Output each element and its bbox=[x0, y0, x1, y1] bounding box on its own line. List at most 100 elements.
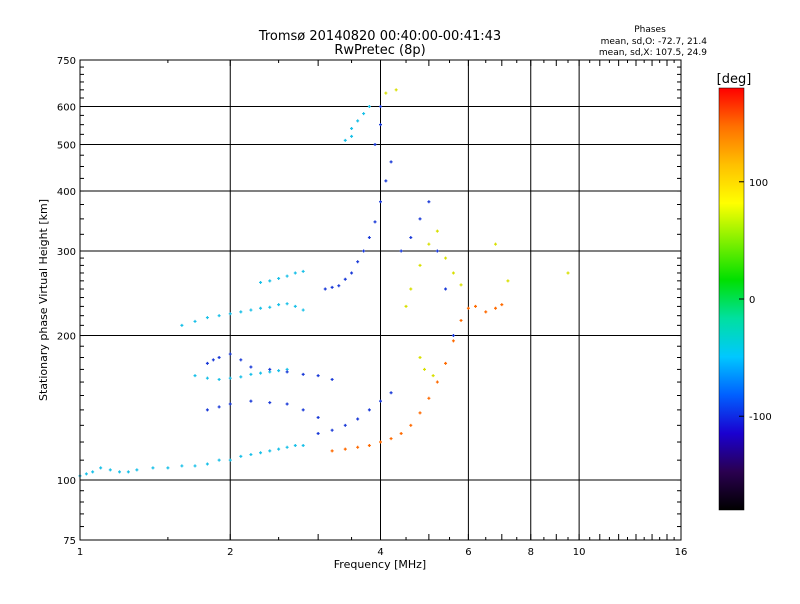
scatter-point bbox=[399, 249, 403, 253]
grid bbox=[80, 60, 681, 540]
scatter-point bbox=[228, 352, 232, 356]
scatter-point bbox=[459, 283, 463, 287]
scatter-point bbox=[566, 271, 570, 275]
scatter-point bbox=[301, 372, 305, 376]
scatter-point bbox=[384, 91, 388, 95]
scatter-point bbox=[301, 308, 305, 312]
scatter-point bbox=[228, 458, 232, 462]
scatter-point bbox=[239, 375, 243, 379]
scatter-point bbox=[268, 401, 272, 405]
scatter-point bbox=[249, 365, 253, 369]
scatter-point bbox=[166, 466, 170, 470]
scatter-point bbox=[418, 411, 422, 415]
scatter-point bbox=[404, 304, 408, 308]
x-tick-label: 8 bbox=[528, 547, 534, 558]
scatter-point bbox=[180, 323, 184, 327]
plot-frame bbox=[79, 59, 682, 541]
scatter-point bbox=[293, 271, 297, 275]
scatter-point bbox=[205, 462, 209, 466]
scatter-point bbox=[451, 271, 455, 275]
scatter-point bbox=[316, 432, 320, 436]
scatter-point bbox=[277, 369, 281, 373]
scatter-point bbox=[444, 256, 448, 260]
scatter-point bbox=[330, 285, 334, 289]
scatter-point bbox=[259, 451, 263, 455]
scatter-point bbox=[435, 229, 439, 233]
scatter-point bbox=[367, 105, 371, 109]
axes: 1 2 4 6 8 10 16 75 100 200 300 400 500 600 750 bbox=[57, 56, 687, 558]
scatter-point bbox=[268, 367, 272, 371]
legend-title: Phases bbox=[634, 25, 666, 35]
scatter-point bbox=[389, 391, 393, 395]
scatter-point bbox=[373, 143, 377, 147]
scatter-point bbox=[435, 380, 439, 384]
scatter-point bbox=[301, 269, 305, 273]
scatter-point bbox=[259, 280, 263, 284]
scatter-point bbox=[379, 200, 382, 204]
scatter-point bbox=[473, 304, 477, 308]
scatter-point bbox=[362, 249, 366, 253]
scatter-point bbox=[379, 105, 382, 109]
scatter-point bbox=[268, 305, 272, 309]
scatter-point bbox=[285, 302, 289, 306]
y-tick-label: 200 bbox=[57, 332, 76, 343]
scatter-point bbox=[418, 263, 422, 267]
scatter-point bbox=[239, 358, 243, 362]
scatter-point bbox=[394, 88, 398, 92]
scatter-point bbox=[379, 440, 382, 444]
y-tick-label: 100 bbox=[57, 476, 76, 487]
scatter-point bbox=[484, 310, 488, 314]
scatter-point bbox=[337, 284, 341, 288]
scatter-point bbox=[399, 432, 403, 436]
scatter-point bbox=[249, 308, 253, 312]
scatter-point bbox=[362, 112, 366, 116]
scatter-point bbox=[427, 200, 431, 204]
scatter-point bbox=[373, 220, 377, 224]
scatter-point bbox=[494, 306, 498, 310]
scatter-point bbox=[367, 444, 371, 448]
scatter-point bbox=[350, 126, 354, 130]
y-tick-label: 400 bbox=[57, 187, 76, 198]
scatter-point bbox=[259, 306, 263, 310]
scatter-point bbox=[249, 399, 253, 403]
scatter-point bbox=[217, 405, 221, 409]
scatter-point bbox=[228, 402, 232, 406]
y-axis-label: Stationary phase Virtual Height [km] bbox=[37, 199, 50, 401]
scatter-point bbox=[427, 242, 431, 246]
scatter-point bbox=[506, 279, 510, 283]
scatter-point bbox=[343, 447, 347, 451]
scatter-point bbox=[126, 470, 130, 474]
scatter-point bbox=[389, 437, 393, 441]
y-tick-label: 75 bbox=[63, 536, 76, 547]
scatter-point bbox=[389, 160, 393, 164]
scatter-point bbox=[435, 249, 439, 253]
scatter-point bbox=[323, 287, 327, 291]
scatter-point bbox=[217, 458, 221, 462]
scatter-point bbox=[494, 242, 498, 246]
scatter-point bbox=[330, 449, 334, 453]
y-tick-label: 600 bbox=[57, 103, 76, 114]
scatter-point bbox=[285, 445, 289, 449]
scatter-point bbox=[330, 428, 334, 432]
colorbar-tick-label: 100 bbox=[749, 178, 768, 189]
scatter-point bbox=[205, 376, 209, 380]
scatter-point bbox=[431, 374, 435, 378]
scatter-point bbox=[239, 454, 243, 458]
scatter-point bbox=[249, 372, 253, 376]
scatter-point bbox=[259, 371, 263, 375]
x-tick-label: 2 bbox=[227, 547, 233, 558]
scatter-point bbox=[409, 287, 413, 291]
scatter-point bbox=[205, 408, 209, 412]
scatter-point bbox=[285, 402, 289, 406]
scatter-point bbox=[350, 271, 354, 275]
scatter-point bbox=[316, 415, 320, 419]
scatter-points bbox=[78, 88, 570, 478]
scatter-point bbox=[151, 466, 155, 470]
scatter-point bbox=[444, 287, 448, 291]
scatter-point bbox=[418, 217, 422, 221]
scatter-point bbox=[459, 318, 463, 322]
x-axis-label: Frequency [MHz] bbox=[334, 558, 426, 571]
scatter-point bbox=[285, 370, 289, 374]
y-tick-label: 500 bbox=[57, 141, 76, 152]
colorbar-label: [deg] bbox=[717, 72, 752, 87]
